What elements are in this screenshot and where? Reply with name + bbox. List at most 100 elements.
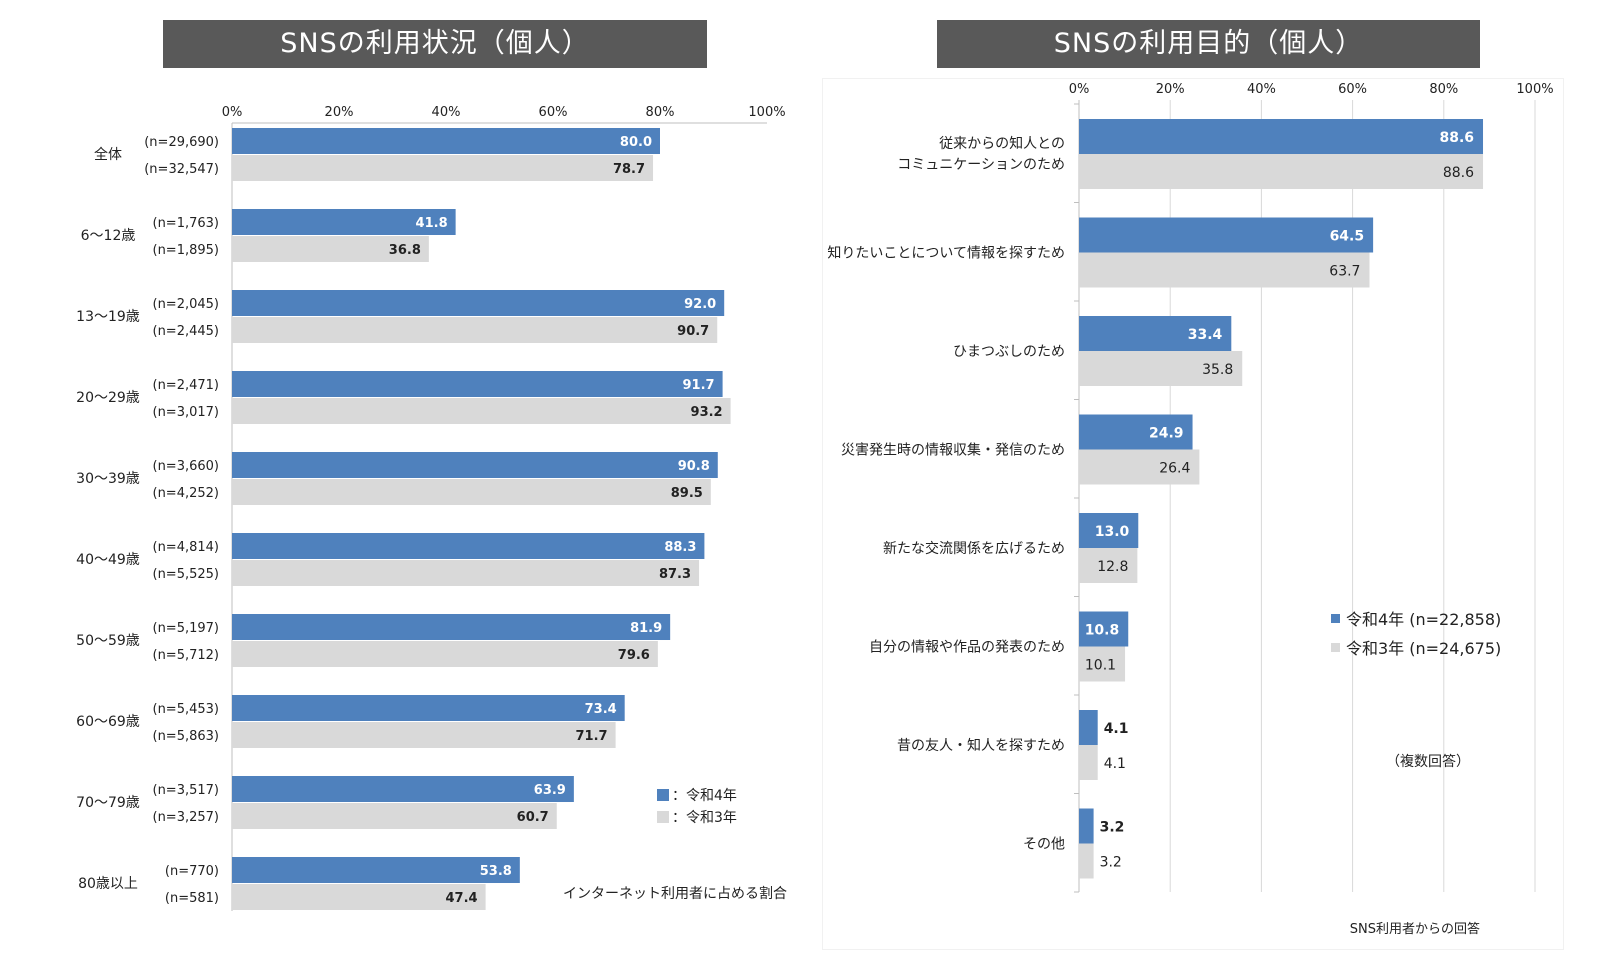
n-label-r4: (n=2,045) [153, 297, 220, 312]
value-label-r4: 88.3 [664, 540, 696, 555]
sns-usage-chart: 0% 20% 40% 60% 80% 100% 全体 80.0 78.7 (n=29,690) (n… [76, 105, 787, 911]
category-label: 20～29歳 [76, 390, 140, 406]
x-tick-label: 0% [222, 105, 243, 120]
category-label: 70～79歳 [76, 795, 140, 811]
x-tick-label: 80% [1429, 82, 1458, 97]
value-label-r3: 71.7 [576, 729, 608, 744]
value-label-r4: 33.4 [1188, 327, 1223, 343]
n-label-r3: (n=2,445) [153, 324, 220, 339]
value-label-r3: 90.7 [677, 324, 709, 339]
n-label-r3: (n=32,547) [144, 162, 219, 177]
bar-r3 [1079, 548, 1138, 583]
category-label: 知りたいことについて情報を探すため [827, 245, 1065, 262]
legend-label-r3: 令和3年 (n=24,675) [1346, 639, 1501, 658]
bar-r4 [1079, 119, 1484, 154]
value-label-r4: 88.6 [1439, 130, 1474, 146]
n-label-r3: (n=581) [165, 891, 219, 906]
value-label-r3: 47.4 [446, 891, 478, 906]
value-label-r4: 13.0 [1095, 524, 1130, 540]
value-label-r3: 3.2 [1100, 855, 1122, 871]
bar-r4 [232, 209, 456, 235]
value-label-r4: 92.0 [684, 297, 716, 312]
value-label-r3: 26.4 [1159, 461, 1190, 477]
bar-r4 [232, 857, 520, 883]
bar-r3 [1079, 252, 1370, 288]
legend-swatch-r3 [657, 811, 669, 823]
bar-r4 [1079, 513, 1139, 548]
x-tick-label: 20% [1156, 82, 1185, 97]
category-label: コミュニケーションのため [897, 157, 1065, 173]
bar-r3 [232, 155, 654, 181]
category-label: 60～69歳 [76, 714, 140, 730]
value-label-r4: 53.8 [480, 864, 512, 879]
value-label-r3: 87.3 [659, 567, 691, 582]
category-label: 新たな交流関係を広げるため [883, 540, 1065, 557]
category-label: 80歳以上 [78, 876, 138, 892]
n-label-r3: (n=5,712) [153, 648, 220, 663]
right-chart-background [822, 78, 1564, 950]
bar-r3 [232, 722, 616, 748]
category-label: ひまつぶしのため [953, 344, 1065, 360]
chart-note: （複数回答） [1386, 753, 1470, 770]
value-label-r3: 78.7 [613, 162, 645, 177]
category-label: 6～12歳 [81, 228, 136, 244]
n-label-r4: (n=3,517) [153, 783, 220, 798]
n-label-r3: (n=5,525) [153, 567, 220, 582]
n-label-r4: (n=2,471) [153, 378, 220, 393]
n-label-r4: (n=4,814) [153, 540, 220, 555]
category-label: 自分の情報や作品の発表のため [869, 640, 1065, 656]
category-label: 30～39歳 [76, 471, 140, 487]
category-label: 50～59歳 [76, 633, 140, 649]
x-tick-label: 60% [1338, 82, 1367, 97]
value-label-r4: 3.2 [1100, 820, 1125, 836]
chart-note: インターネット利用者に占める割合 [563, 885, 787, 902]
value-label-r3: 89.5 [671, 486, 703, 501]
bar-r3 [232, 560, 700, 586]
n-label-r4: (n=5,197) [153, 621, 220, 636]
value-label-r3: 12.8 [1097, 559, 1128, 575]
n-label-r3: (n=3,017) [153, 405, 220, 420]
category-label: その他 [1023, 837, 1065, 853]
bar-r3 [232, 479, 711, 505]
value-label-r3: 36.8 [389, 243, 421, 258]
bar-r3 [232, 641, 658, 667]
value-label-r4: 73.4 [585, 702, 617, 717]
legend-label-r4: 令和4年 (n=22,858) [1346, 610, 1501, 629]
x-tick-label: 40% [1247, 82, 1276, 97]
bar-r3 [1079, 351, 1243, 386]
category-label: 40～49歳 [76, 552, 140, 568]
bar-r3 [232, 398, 731, 424]
bar-r3 [232, 803, 557, 829]
value-label-r3: 10.1 [1085, 658, 1116, 674]
n-label-r3: (n=3,257) [153, 810, 220, 825]
legend-label-r3: ：令和3年 [672, 810, 737, 826]
bar-r4 [232, 128, 660, 154]
value-label-r4: 63.9 [534, 783, 566, 798]
bar-r3 [1079, 745, 1098, 780]
category-label: 全体 [94, 146, 122, 163]
n-label-r4: (n=29,690) [144, 135, 219, 150]
value-label-r3: 93.2 [691, 405, 723, 420]
bar-r4 [1079, 611, 1129, 647]
x-tick-label: 60% [539, 105, 568, 120]
bar-r4 [232, 371, 723, 397]
n-label-r3: (n=4,252) [153, 486, 220, 501]
bar-r4 [1079, 414, 1193, 450]
value-label-r4: 10.8 [1085, 623, 1120, 639]
bar-r4 [232, 452, 718, 478]
value-label-r3: 79.6 [618, 648, 650, 663]
value-label-r3: 60.7 [517, 810, 549, 825]
n-label-r3: (n=5,863) [153, 729, 220, 744]
legend-swatch-r4 [657, 789, 669, 801]
n-label-r3: (n=1,895) [153, 243, 220, 258]
n-label-r4: (n=770) [165, 864, 219, 879]
legend-label-r4: ：令和4年 [672, 788, 737, 804]
bar-r4 [1079, 808, 1094, 844]
category-label: 従来からの知人との [939, 135, 1065, 152]
value-label-r4: 64.5 [1330, 229, 1365, 245]
x-tick-label: 80% [646, 105, 675, 120]
bar-r4 [232, 695, 625, 721]
x-tick-label: 100% [1516, 82, 1553, 97]
